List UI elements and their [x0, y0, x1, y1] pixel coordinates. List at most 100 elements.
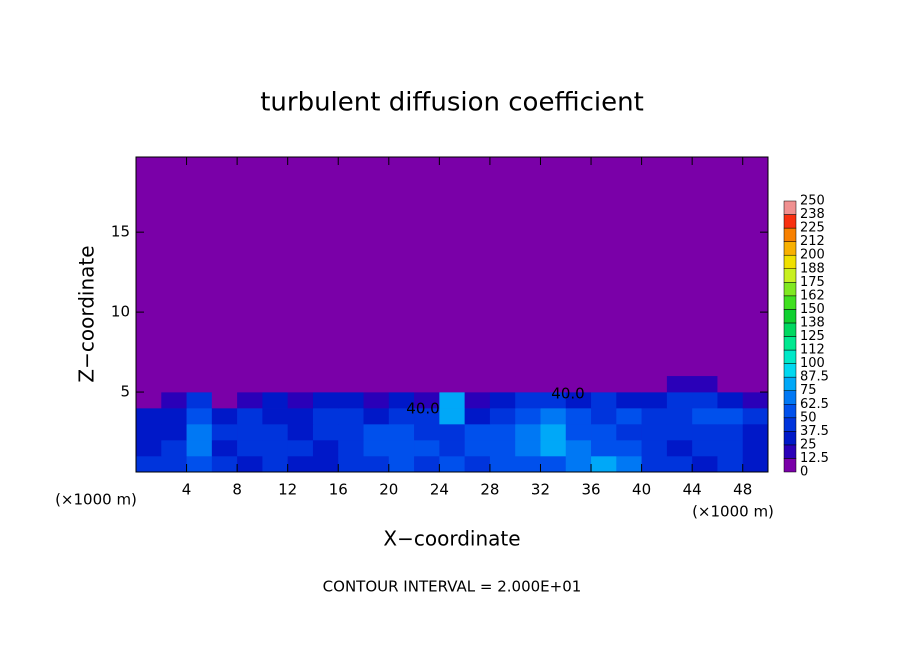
colorbar-label: 62.5 [800, 397, 829, 412]
field-cell [717, 424, 744, 441]
field-cell [312, 376, 339, 393]
field-cell [692, 376, 718, 393]
field-cell [717, 408, 744, 425]
colorbar-band [783, 254, 797, 269]
colorbar-label: 37.5 [800, 424, 829, 439]
field-cell [464, 456, 491, 473]
field-cell [742, 424, 769, 441]
colorbar-band [783, 322, 797, 337]
field-cell [262, 424, 288, 441]
colorbar-band [783, 336, 797, 351]
colorbar-band [783, 417, 797, 432]
field-cell [666, 376, 693, 393]
contour-label: 40.0 [406, 400, 439, 418]
field-cell [515, 424, 541, 441]
field-cell [186, 424, 213, 441]
field-cell [388, 456, 415, 473]
field-cell [616, 408, 642, 425]
field-cell [186, 440, 213, 457]
field-cell [489, 392, 516, 409]
x-tick-label: 48 [733, 481, 752, 499]
colorbar-label: 12.5 [800, 451, 829, 466]
x-tick-label: 12 [278, 481, 297, 499]
colorbar-label: 75 [800, 383, 817, 398]
field-cell [515, 376, 541, 393]
field-cell [666, 440, 693, 457]
field-cell [439, 392, 465, 409]
field-cell [363, 408, 390, 425]
colorbar-band [783, 282, 797, 297]
colorbar-band [783, 295, 797, 310]
field-cell [136, 424, 162, 441]
field-cell [262, 392, 288, 409]
colorbar-band [783, 431, 797, 446]
field-cell [161, 456, 187, 473]
field-cell [161, 424, 187, 441]
field-cell [439, 440, 465, 457]
field-cell [161, 376, 187, 393]
field-cell [287, 408, 314, 425]
field-cell [540, 456, 567, 473]
field-cell [565, 408, 592, 425]
field-cell [161, 408, 187, 425]
field-cell [591, 440, 617, 457]
colorbar-label: 125 [800, 329, 825, 344]
field-cell [338, 424, 364, 441]
field-cell [464, 392, 491, 409]
field-cell [489, 408, 516, 425]
field-cell [591, 408, 617, 425]
field-cell [211, 424, 238, 441]
field-cell [338, 392, 364, 409]
colorbar-label: 25 [800, 437, 817, 452]
field-cell [515, 456, 541, 473]
field-cell [211, 440, 238, 457]
field-cell [414, 376, 440, 393]
field-cell [565, 424, 592, 441]
field-cell [540, 440, 567, 457]
field-cell [717, 392, 744, 409]
field-cell [186, 392, 213, 409]
y-tick-label: 5 [120, 383, 130, 401]
field-cell [666, 456, 693, 473]
field-cell [186, 408, 213, 425]
x-tick-label: 16 [329, 481, 348, 499]
field-cell [540, 376, 567, 393]
chart-title: turbulent diffusion coefficient [260, 88, 644, 118]
field-cell [363, 376, 390, 393]
x-unit: (×1000 m) [55, 491, 137, 509]
x-axis-label: X−coordinate [383, 527, 520, 551]
field-cell [464, 424, 491, 441]
field-cell [338, 456, 364, 473]
field-cell [616, 424, 642, 441]
colorbar-label: 138 [800, 315, 825, 330]
field-cell [717, 440, 744, 457]
colorbar-label: 250 [800, 194, 825, 209]
field-cell [338, 408, 364, 425]
colorbar-label: 175 [800, 275, 825, 290]
field-cell [287, 456, 314, 473]
field-cell [414, 456, 440, 473]
field-cell [186, 376, 213, 393]
field-cell [540, 392, 567, 409]
field-cell [388, 440, 415, 457]
field-cell [515, 408, 541, 425]
colorbar-band [783, 227, 797, 242]
field-cell [489, 424, 516, 441]
field-cell [692, 424, 718, 441]
x-unit: (×1000 m) [692, 503, 774, 521]
field-cell [287, 424, 314, 441]
field-cell [136, 376, 162, 393]
field-cell [312, 424, 339, 441]
field-cell [186, 456, 213, 473]
field-cell [742, 456, 769, 473]
colorbar-label: 87.5 [800, 370, 829, 385]
field-cell [211, 408, 238, 425]
colorbar-band [783, 390, 797, 405]
field-cell [565, 392, 592, 409]
field-cell [312, 440, 339, 457]
field-cell [742, 408, 769, 425]
field-cell [439, 408, 465, 425]
field-cell [489, 456, 516, 473]
field-cell [641, 456, 668, 473]
x-tick-label: 40 [632, 481, 651, 499]
